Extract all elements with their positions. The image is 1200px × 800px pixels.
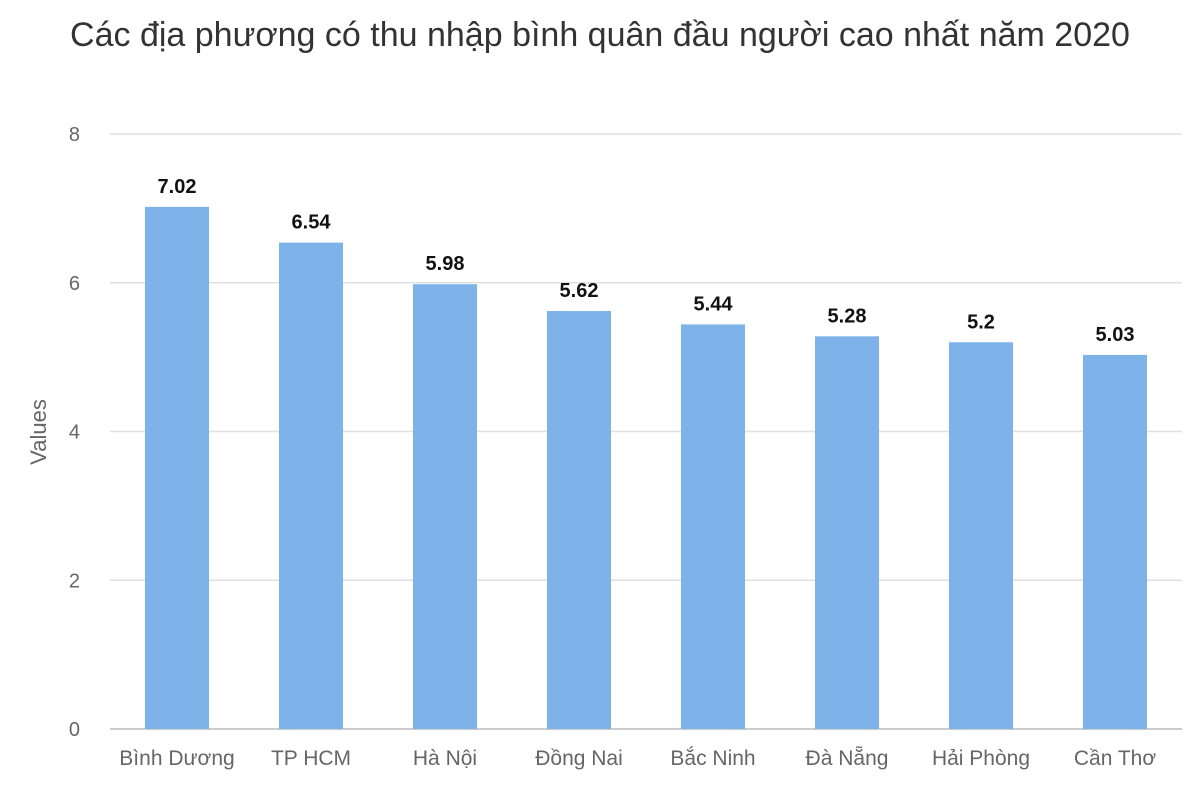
data-label: 5.62 xyxy=(560,280,599,302)
gridlines xyxy=(110,133,1182,730)
data-label: 7.02 xyxy=(158,176,197,198)
data-label: 5.98 xyxy=(426,253,465,275)
data-label: 5.44 xyxy=(694,293,734,315)
bar xyxy=(413,284,477,729)
data-label: 6.54 xyxy=(292,212,332,234)
bar xyxy=(681,324,745,729)
x-tick-label: Hà Nội xyxy=(413,747,477,770)
y-tick-label: 2 xyxy=(69,570,80,592)
y-axis-ticks: 0 2 4 6 8 xyxy=(69,124,80,741)
chart-title: Các địa phương có thu nhập bình quân đầu… xyxy=(70,16,1130,54)
bar xyxy=(547,311,611,729)
data-label: 5.03 xyxy=(1096,324,1135,346)
x-tick-label: TP HCM xyxy=(271,747,351,770)
x-tick-label: Bắc Ninh xyxy=(670,747,755,770)
bars xyxy=(145,206,1147,729)
y-tick-label: 4 xyxy=(69,422,80,444)
x-tick-label: Hải Phòng xyxy=(932,747,1030,770)
x-axis-ticks: Bình Dương TP HCM Hà Nội Đồng Nai Bắc Ninh Đà… xyxy=(119,747,1156,770)
x-tick-label: Đà Nẵng xyxy=(806,747,889,770)
data-label: 5.2 xyxy=(967,311,995,333)
y-tick-label: 0 xyxy=(69,719,80,741)
y-tick-label: 8 xyxy=(69,124,80,146)
bar xyxy=(949,342,1013,729)
data-label: 5.28 xyxy=(828,305,867,327)
data-labels: 7.02 6.54 5.98 5.62 5.44 5.28 5.2 5.03 xyxy=(158,176,1135,346)
bar xyxy=(145,206,209,729)
bar xyxy=(815,336,879,729)
bar xyxy=(279,242,343,729)
x-tick-label: Cần Thơ xyxy=(1074,747,1156,770)
x-tick-label: Bình Dương xyxy=(119,747,234,770)
bar xyxy=(1083,354,1147,729)
y-tick-label: 6 xyxy=(69,273,80,295)
y-axis-title: Values xyxy=(26,399,51,465)
x-tick-label: Đồng Nai xyxy=(535,747,623,770)
